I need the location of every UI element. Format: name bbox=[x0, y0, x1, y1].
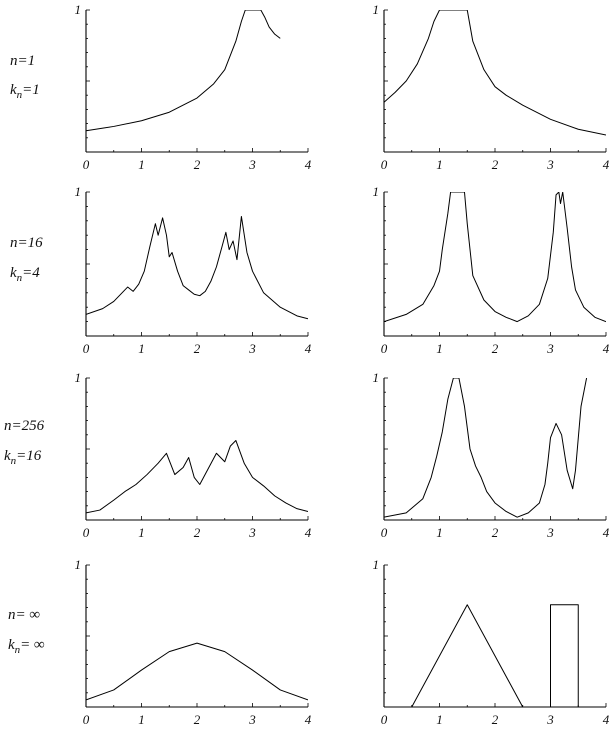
x-tick-label: 0 bbox=[83, 341, 90, 356]
x-tick-label: 4 bbox=[603, 341, 610, 356]
x-tick-label: 1 bbox=[138, 525, 145, 540]
x-tick-label: 3 bbox=[248, 712, 256, 727]
row-3-k-label: kn= ∞ bbox=[8, 637, 45, 656]
panel-1-right: 0 1 2 3 4 1 bbox=[373, 184, 610, 356]
x-tick-label: 4 bbox=[603, 157, 610, 172]
y-tick-label: 1 bbox=[373, 557, 380, 572]
row-2-n-label: n=256 bbox=[4, 418, 45, 434]
x-tick-label: 3 bbox=[248, 525, 256, 540]
panel-2-left: 0 1 2 3 4 1 bbox=[75, 370, 312, 540]
x-tick-label: 1 bbox=[436, 157, 443, 172]
x-tick-label: 2 bbox=[492, 157, 499, 172]
x-tick-label: 3 bbox=[546, 525, 554, 540]
x-tick-label: 1 bbox=[436, 341, 443, 356]
x-tick-label: 1 bbox=[436, 525, 443, 540]
panel-2-right: 0 1 2 3 4 1 bbox=[373, 370, 610, 540]
x-tick-label: 4 bbox=[305, 157, 312, 172]
x-tick-label: 4 bbox=[603, 525, 610, 540]
y-tick-label: 1 bbox=[75, 370, 82, 385]
x-tick-label: 2 bbox=[194, 525, 201, 540]
series-line-0 bbox=[384, 604, 606, 708]
row-labels: n=1 kn=1 n=16 kn=4 n=256 kn=16 n= ∞ kn= … bbox=[4, 53, 45, 656]
x-tick-label: 3 bbox=[546, 341, 554, 356]
y-tick-label: 1 bbox=[75, 557, 82, 572]
series-line-0 bbox=[384, 192, 606, 323]
series-line-0 bbox=[86, 642, 308, 701]
x-tick-label: 2 bbox=[194, 157, 201, 172]
x-tick-label: 0 bbox=[381, 712, 388, 727]
x-tick-label: 4 bbox=[305, 525, 312, 540]
x-tick-label: 0 bbox=[381, 341, 388, 356]
row-1-n-label: n=16 bbox=[10, 235, 43, 251]
x-tick-label: 0 bbox=[381, 525, 388, 540]
panel-0-left: 0 1 2 3 4 1 bbox=[75, 2, 312, 172]
row-3-n-label: n= ∞ bbox=[8, 607, 40, 623]
x-tick-label: 2 bbox=[492, 341, 499, 356]
row-0-k-label: kn=1 bbox=[10, 82, 40, 101]
x-tick-label: 2 bbox=[194, 712, 201, 727]
y-tick-label: 1 bbox=[373, 2, 380, 17]
x-tick-label: 0 bbox=[83, 157, 90, 172]
series-line-0 bbox=[86, 439, 308, 514]
series-line-0 bbox=[86, 10, 281, 132]
row-1-k-label: kn=4 bbox=[10, 265, 40, 284]
x-tick-label: 0 bbox=[381, 157, 388, 172]
row-2-k-label: kn=16 bbox=[4, 448, 42, 467]
x-tick-label: 4 bbox=[603, 712, 610, 727]
row-0-n-label: n=1 bbox=[10, 53, 35, 69]
y-tick-label: 1 bbox=[75, 184, 82, 199]
panel-0-right: 0 1 2 3 4 1 bbox=[373, 2, 610, 172]
x-tick-label: 3 bbox=[546, 157, 554, 172]
y-tick-label: 1 bbox=[373, 370, 380, 385]
x-tick-label: 1 bbox=[138, 341, 145, 356]
panel-3-left: 0 1 2 3 4 1 bbox=[75, 557, 312, 727]
x-tick-label: 2 bbox=[194, 341, 201, 356]
x-tick-label: 4 bbox=[305, 712, 312, 727]
x-tick-label: 4 bbox=[305, 341, 312, 356]
x-tick-label: 0 bbox=[83, 525, 90, 540]
x-tick-label: 1 bbox=[138, 712, 145, 727]
y-tick-label: 1 bbox=[373, 184, 380, 199]
x-tick-label: 3 bbox=[546, 712, 554, 727]
series-line-0 bbox=[384, 10, 606, 136]
y-tick-label: 1 bbox=[75, 2, 82, 17]
x-tick-label: 2 bbox=[492, 712, 499, 727]
x-tick-label: 3 bbox=[248, 341, 256, 356]
panel-1-left: 0 1 2 3 4 1 bbox=[75, 184, 312, 356]
x-tick-label: 2 bbox=[492, 525, 499, 540]
x-tick-label: 0 bbox=[83, 712, 90, 727]
panels: 0 1 2 3 410 1 2 3 410 1 2 3 410 1 2 3 410 1 2 3 410 1 2 3 410 1 2 3… bbox=[75, 2, 610, 727]
x-tick-label: 1 bbox=[436, 712, 443, 727]
panel-3-right: 0 1 2 3 4 1 bbox=[373, 557, 610, 727]
series-line-0 bbox=[86, 215, 308, 320]
x-tick-label: 1 bbox=[138, 157, 145, 172]
series-line-0 bbox=[384, 378, 588, 518]
x-tick-label: 3 bbox=[248, 157, 256, 172]
